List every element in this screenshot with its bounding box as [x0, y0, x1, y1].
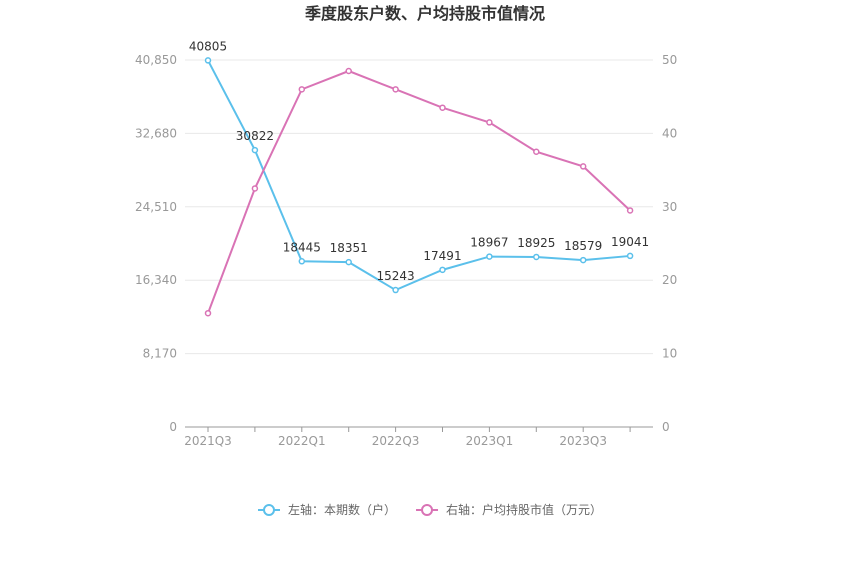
series-line-1 [207, 59, 631, 292]
data-point[interactable] [251, 185, 259, 192]
legend-marker-icon [263, 504, 275, 516]
legend[interactable]: 左轴：本期数（户） 右轴：户均持股市值（万元） [258, 502, 602, 517]
right-tick-label: 50 [662, 53, 677, 67]
data-point[interactable] [439, 104, 446, 111]
right-tick-label: 0 [662, 420, 670, 434]
x-tick-label: 2023Q1 [466, 434, 514, 448]
data-point[interactable] [251, 146, 259, 154]
series [204, 57, 634, 317]
data-label: 18445 [283, 240, 321, 254]
data-point[interactable] [298, 258, 306, 265]
data-point[interactable] [204, 57, 212, 64]
right-tick-label: 30 [662, 200, 677, 214]
data-label: 18579 [564, 239, 602, 253]
grid [185, 59, 653, 355]
data-label: 40805 [189, 39, 227, 53]
data-point[interactable] [626, 252, 634, 260]
data-point[interactable] [533, 148, 540, 155]
data-label: 15243 [377, 269, 415, 283]
data-label: 30822 [236, 129, 274, 143]
data-label: 19041 [611, 235, 649, 249]
data-point[interactable] [439, 266, 446, 274]
left-tick-label: 24,510 [135, 200, 177, 214]
data-point[interactable] [486, 119, 493, 126]
data-point[interactable] [392, 86, 399, 93]
data-point[interactable] [392, 286, 399, 294]
x-tick-label: 2021Q3 [184, 434, 232, 448]
left-tick-label: 40,850 [135, 53, 177, 67]
left-tick-label: 0 [169, 420, 177, 434]
data-point[interactable] [298, 86, 306, 93]
legend-marker-icon [421, 504, 434, 516]
data-labels: 40805 30822 18445 18351 15243 17491 18967 18925… [189, 39, 649, 283]
data-label: 18967 [470, 236, 508, 250]
data-point[interactable] [579, 163, 587, 170]
data-point[interactable] [345, 67, 352, 75]
x-tick-label: 2023Q3 [559, 434, 607, 448]
x-tick-label: 2022Q3 [372, 434, 420, 448]
left-tick-label: 32,680 [135, 126, 177, 140]
data-label: 18925 [517, 236, 555, 250]
data-point[interactable] [486, 253, 493, 260]
right-axis-ticks: 0 10 20 30 40 50 [662, 53, 677, 434]
data-label: 17491 [423, 249, 461, 263]
right-tick-label: 10 [662, 347, 677, 361]
left-tick-label: 8,170 [143, 347, 177, 361]
data-point[interactable] [533, 253, 540, 261]
data-point[interactable] [204, 309, 212, 317]
legend-item-2[interactable]: 右轴：户均持股市值（万元） [416, 502, 602, 517]
chart-title: 季度股东户数、户均持股市值情况 [304, 4, 545, 23]
data-point[interactable] [626, 207, 634, 214]
left-tick-label: 16,340 [135, 273, 177, 287]
legend-label: 右轴：户均持股市值（万元） [446, 502, 602, 517]
legend-label: 左轴：本期数（户） [288, 502, 396, 517]
data-label: 18351 [330, 241, 368, 255]
data-point[interactable] [579, 256, 587, 264]
series-line-2 [207, 69, 631, 314]
x-tick-label: 2022Q1 [278, 434, 326, 448]
right-tick-label: 40 [662, 126, 677, 140]
data-point[interactable] [345, 258, 352, 266]
left-axis-ticks: 0 8,170 16,340 24,510 32,680 40,850 [135, 53, 177, 434]
legend-item-1[interactable]: 左轴：本期数（户） [258, 502, 396, 517]
right-tick-label: 20 [662, 273, 677, 287]
x-axis-ticks: 2021Q3 2022Q1 2022Q3 2023Q1 2023Q3 [184, 427, 631, 448]
